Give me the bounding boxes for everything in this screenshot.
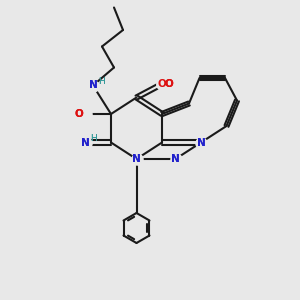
Text: N: N [196,137,206,148]
Text: N: N [196,137,206,148]
Text: N: N [81,137,90,148]
Text: O: O [74,109,83,119]
Text: N: N [88,80,98,91]
Text: H: H [98,77,105,86]
Text: H: H [98,77,105,86]
Text: O: O [74,109,83,119]
Text: N: N [81,137,90,148]
Text: H: H [91,134,97,143]
Text: N: N [88,80,98,91]
Text: H: H [91,134,97,143]
Text: O: O [164,79,173,89]
Text: O: O [158,79,166,89]
Text: O: O [164,79,173,89]
Text: N: N [132,154,141,164]
Text: N: N [171,154,180,164]
Text: N: N [132,154,141,164]
Text: N: N [171,154,180,164]
